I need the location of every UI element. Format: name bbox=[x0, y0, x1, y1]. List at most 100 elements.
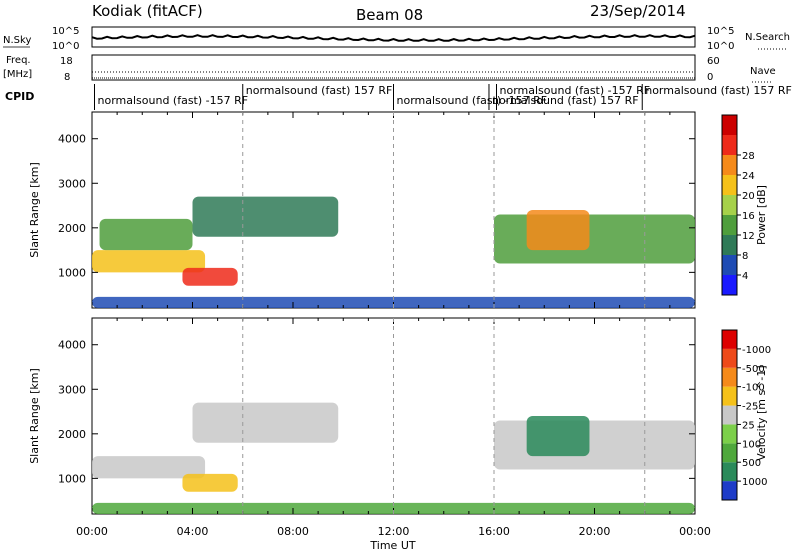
colorbar-tick-label: 1000 bbox=[742, 477, 767, 488]
nave-tick-low: 0 bbox=[707, 72, 713, 83]
nsky-panel: N.Sky 10^5 10^0 10^5 10^0 N.Search bbox=[3, 26, 790, 52]
scatter-region bbox=[182, 473, 238, 492]
colorbar-frame bbox=[721, 114, 738, 296]
freq-frame bbox=[91, 54, 696, 81]
colorbar-tick-label: -100 bbox=[742, 383, 765, 394]
colorbar-tick-label: 25 bbox=[742, 420, 755, 431]
colorbar-segment bbox=[722, 235, 737, 255]
scatter-region bbox=[192, 402, 339, 443]
colorbar-segment bbox=[722, 155, 737, 175]
colorbar-tick-label: 4 bbox=[742, 271, 748, 282]
x-tick-label: 16:00 bbox=[478, 525, 510, 538]
nsearch-tick-high: 10^5 bbox=[707, 26, 734, 37]
nsky-trace bbox=[91, 34, 696, 42]
nsearch-tick-low: 10^0 bbox=[707, 41, 734, 52]
scatter-region bbox=[526, 210, 590, 251]
nsky-frame bbox=[91, 26, 696, 48]
y-tick-label: 3000 bbox=[58, 177, 86, 190]
cpid-segment-label: normalsound (fast) -157 RF bbox=[500, 84, 651, 97]
cpid-segment-label: normalsound (fast) 157 RF bbox=[645, 84, 792, 97]
beam-title: Beam 08 bbox=[356, 6, 423, 24]
y-tick-label: 4000 bbox=[58, 339, 86, 352]
colorbar-segment bbox=[722, 386, 737, 406]
velocity-panel: 1000 2000 3000 4000 Slant Range [km] bbox=[28, 317, 696, 515]
colorbar-segment bbox=[722, 115, 737, 135]
colorbar-segment bbox=[722, 443, 737, 463]
colorbar-tick-label: -500 bbox=[742, 364, 765, 375]
x-tick-labels: 00:00 04:00 08:00 12:00 16:00 20:00 00:00 bbox=[76, 525, 711, 538]
power-colorbar: 4 8 12 16 20 24 28 bbox=[721, 114, 755, 296]
scatter-region bbox=[526, 416, 590, 457]
scatter-region bbox=[92, 250, 206, 273]
colorbar-tick-label: 24 bbox=[742, 171, 755, 182]
y-tick-label: 4000 bbox=[58, 133, 86, 146]
colorbar-segment bbox=[722, 195, 737, 215]
freq-label: Freq. bbox=[6, 55, 31, 66]
colorbar-tick-label: -25 bbox=[742, 402, 758, 413]
x-tick-label: 08:00 bbox=[277, 525, 309, 538]
cpid-segment-label: normalsound (fast) 157 RF bbox=[246, 84, 393, 97]
scatter-region bbox=[494, 420, 695, 470]
velocity-ylabel: Slant Range [km] bbox=[28, 368, 41, 464]
nsky-label: N.Sky bbox=[3, 35, 31, 46]
colorbar-segment bbox=[722, 135, 737, 155]
scatter-region bbox=[182, 267, 238, 286]
scatter-region bbox=[92, 456, 206, 479]
colorbar-tick-label: 12 bbox=[742, 231, 755, 242]
cpid-segment-label: normalsound (fast) -157 RF bbox=[98, 94, 249, 107]
colorbar-tick-label: 16 bbox=[742, 211, 755, 222]
cpid-segment-label: normalsound (fast) -157 RF bbox=[397, 94, 548, 107]
x-tick-label: 00:00 bbox=[76, 525, 108, 538]
x-axis-label: Time UT bbox=[369, 539, 415, 552]
colorbar-frame bbox=[721, 329, 738, 501]
colorbar-segment bbox=[722, 405, 737, 425]
x-tick-label: 04:00 bbox=[177, 525, 209, 538]
x-tick-label: 20:00 bbox=[579, 525, 611, 538]
colorbar-segment bbox=[722, 348, 737, 368]
velocity-colorbar-label: Velocity [m s^-1] bbox=[755, 365, 768, 460]
colorbar-tick-label: 100 bbox=[742, 439, 761, 450]
y-tick-label: 1000 bbox=[58, 472, 86, 485]
power-ylabel: Slant Range [km] bbox=[28, 162, 41, 258]
scatter-region bbox=[494, 214, 695, 264]
colorbar-segment bbox=[722, 462, 737, 482]
y-tick-label: 2000 bbox=[58, 428, 86, 441]
nsearch-label: N.Search bbox=[745, 32, 790, 43]
cpid-segment-label: normalsound (fast) 157 RF bbox=[492, 94, 639, 107]
nsky-line bbox=[91, 34, 696, 42]
cpid-label: CPID bbox=[5, 90, 34, 103]
colorbar-tick-label: 28 bbox=[742, 151, 755, 162]
colorbar-tick-label: 500 bbox=[742, 458, 761, 469]
x-tick-label: 00:00 bbox=[679, 525, 711, 538]
colorbar-segment bbox=[722, 367, 737, 387]
y-tick-label: 1000 bbox=[58, 266, 86, 279]
colorbar-segment bbox=[722, 424, 737, 444]
cpid-row: CPID normalsound (fast) -157 RFnormalsou… bbox=[5, 84, 792, 110]
nsky-tick-high: 10^5 bbox=[52, 26, 79, 37]
colorbar-tick-label: 8 bbox=[742, 251, 748, 262]
scatter-region bbox=[192, 196, 339, 237]
nave-tick-high: 60 bbox=[707, 56, 720, 67]
velocity-axes: 1000 2000 3000 4000 bbox=[58, 318, 696, 514]
nsky-tick-low: 10^0 bbox=[52, 41, 79, 52]
scatter-region bbox=[99, 218, 193, 251]
freq-tick-high: 18 bbox=[60, 56, 73, 67]
power-panel: 1000 2000 3000 4000 Slant Range [km] bbox=[28, 111, 696, 309]
freq-unit-label: [MHz] bbox=[3, 69, 32, 80]
y-tick-label: 3000 bbox=[58, 383, 86, 396]
colorbar-segment bbox=[722, 330, 737, 349]
date-title: 23/Sep/2014 bbox=[590, 2, 686, 20]
colorbar-segment bbox=[722, 481, 737, 500]
colorbar-tick-label: -1000 bbox=[742, 345, 771, 356]
nave-label: Nave bbox=[750, 66, 776, 77]
power-colorbar-label: Power [dB] bbox=[755, 185, 768, 245]
colorbar-segment bbox=[722, 255, 737, 275]
colorbar-segment bbox=[722, 215, 737, 235]
colorbar-tick-label: 20 bbox=[742, 191, 755, 202]
freq-tick-low: 8 bbox=[64, 72, 70, 83]
colorbar-segment bbox=[722, 275, 737, 295]
x-tick-label: 12:00 bbox=[378, 525, 410, 538]
power-axes: 1000 2000 3000 4000 bbox=[58, 112, 696, 308]
